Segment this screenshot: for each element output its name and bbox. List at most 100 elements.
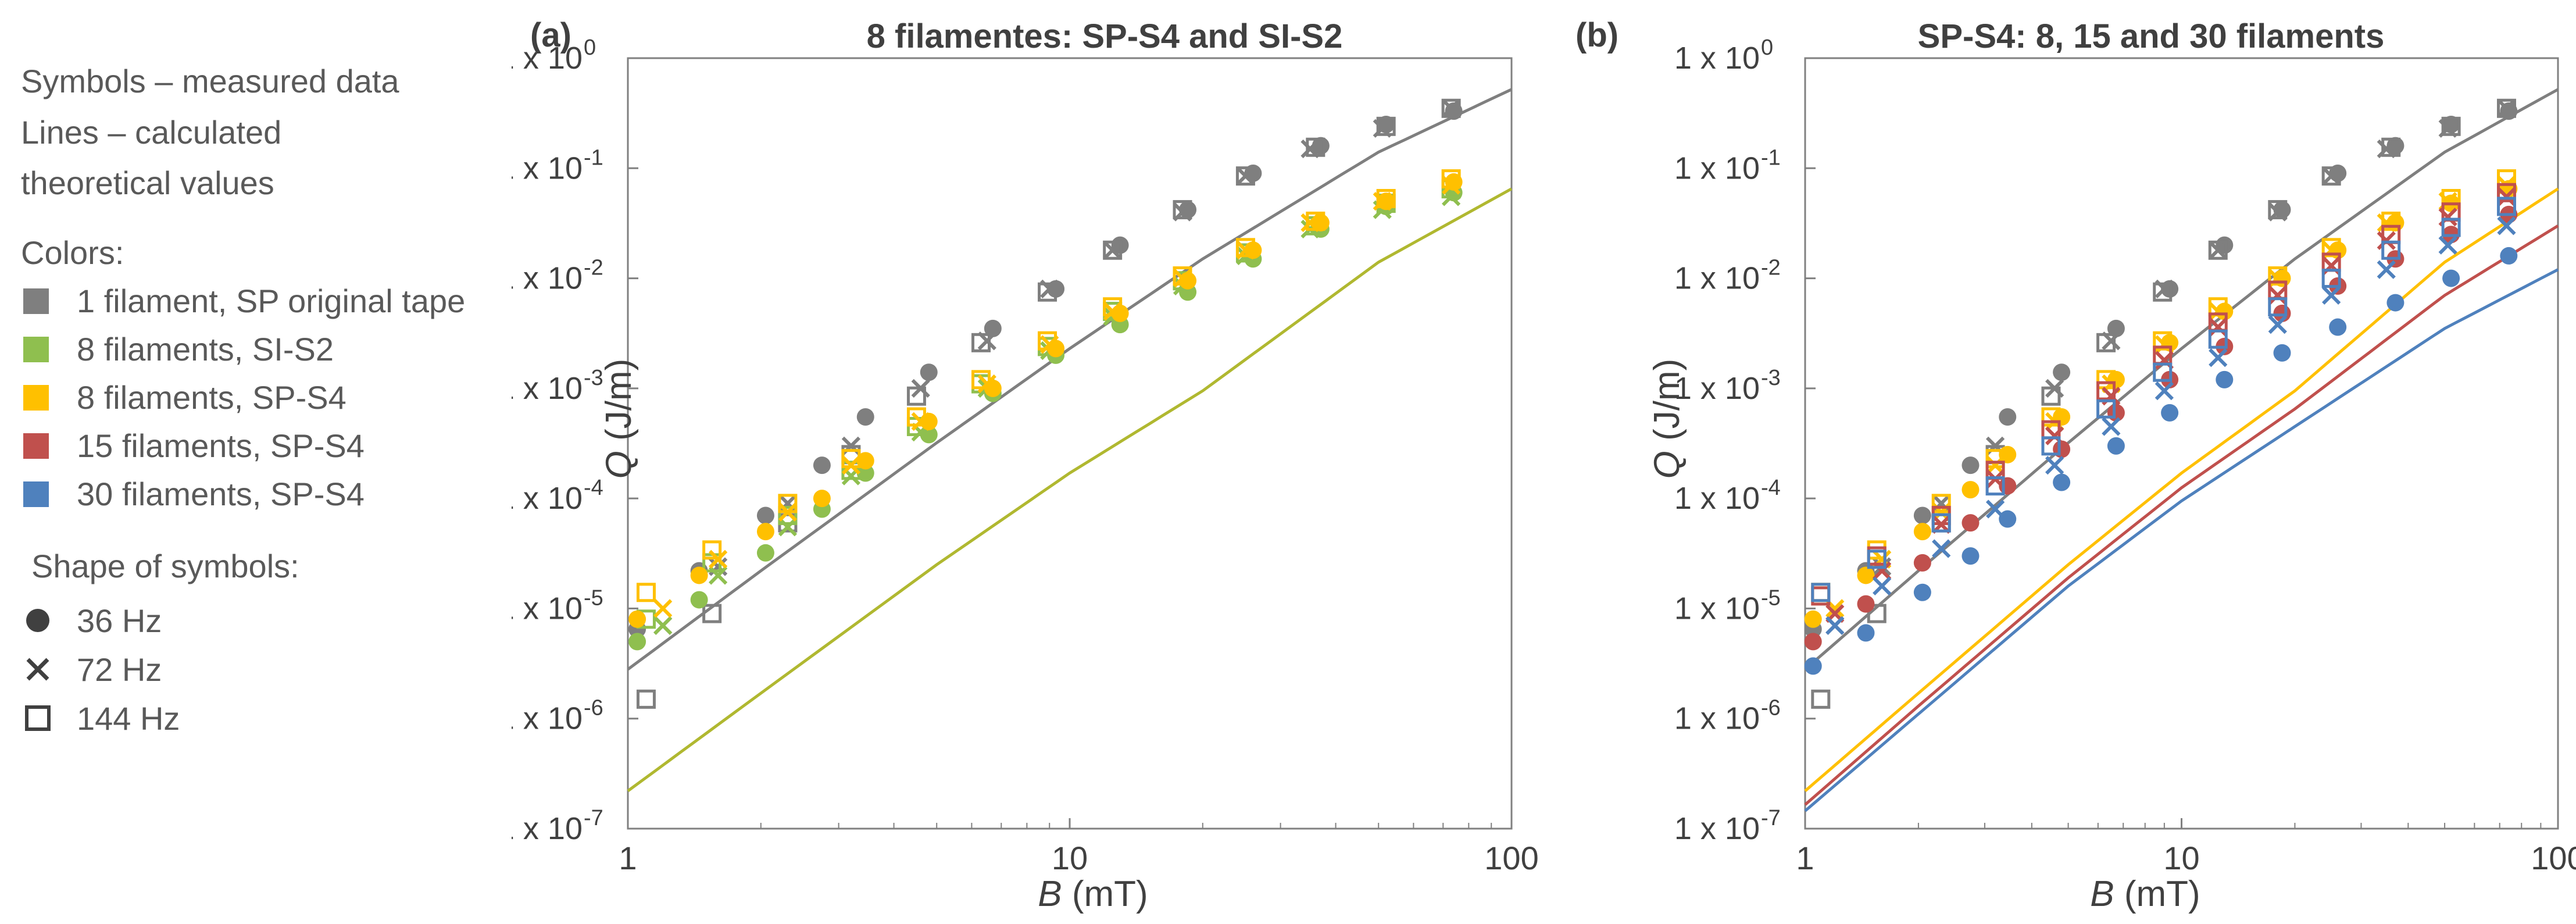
legend-label-30-filaments: 30 filaments, SP-S4 (77, 476, 365, 512)
data-point-cross (1236, 166, 1255, 185)
data-point-square (971, 333, 991, 352)
data-point-circle (920, 363, 938, 381)
circle-symbol-icon (26, 609, 49, 632)
data-point-cross (2377, 260, 2396, 279)
data-point-circle (1962, 456, 1980, 475)
data-point-circle (2107, 437, 2125, 455)
data-point-circle (2329, 318, 2347, 336)
y-tick-label: 1 x 10 (1674, 371, 1760, 406)
legend-heading-line-2: Lines – calculated (21, 114, 282, 151)
data-point-square (1306, 211, 1325, 231)
data-point-cross (2322, 286, 2341, 305)
data-point-square (1985, 449, 2005, 469)
legend-label-15-filaments: 15 filaments, SP-S4 (77, 427, 365, 464)
data-point-circle (2273, 344, 2291, 362)
data-point-square (2381, 240, 2401, 260)
data-point-circle (1999, 408, 2017, 426)
data-point-circle (813, 490, 831, 508)
legend-label-8-filaments-sp-s4: 8 filaments, SP-S4 (77, 379, 346, 416)
y-tick-exponent: -4 (584, 476, 603, 500)
legend-shape-72hz: 72 Hz (77, 651, 162, 688)
y-tick-exponent: 0 (584, 35, 596, 60)
data-point-square (2441, 202, 2461, 222)
data-point-cross (2268, 286, 2287, 305)
data-point-square (1173, 200, 1192, 220)
data-point-circle (2053, 473, 2071, 491)
y-tick-label: 1 x 10 (1674, 811, 1760, 846)
data-point-circle (628, 633, 646, 651)
calc-line (627, 88, 1513, 671)
y-tick-label: 1 x 10 (1674, 151, 1760, 185)
data-point-square (2268, 200, 2288, 220)
data-point-cross (2438, 236, 2457, 255)
data-point-square (1103, 240, 1123, 260)
data-point-square (2041, 386, 2061, 406)
data-point-square (2153, 362, 2173, 382)
legend-heading-line-1: Symbols – measured data (21, 63, 399, 99)
data-point-circle (756, 544, 774, 562)
x-tick-label: 100 (1484, 840, 1538, 876)
data-point-square (2321, 166, 2341, 186)
y-axis-unit-a: (J/m) (599, 359, 639, 451)
data-point-cross (841, 456, 861, 475)
data-point-cross (2497, 216, 2516, 236)
y-axis-var-b: Q (1647, 451, 1687, 479)
y-tick-label: 1 x 10 (512, 261, 583, 296)
y-tick-label: 1 x 10 (512, 151, 583, 185)
data-point-cross (1932, 539, 1951, 558)
data-point-circle (856, 452, 874, 470)
data-point-square (1985, 476, 2005, 496)
data-point-circle (1913, 506, 1931, 525)
data-point-square (2497, 169, 2517, 189)
data-point-square (2321, 238, 2341, 258)
y-tick-exponent: -5 (1761, 586, 1781, 610)
y-tick-label: 1 x 10 (512, 591, 583, 626)
data-point-circle (690, 566, 708, 584)
y-tick-exponent: -7 (1761, 806, 1781, 830)
data-point-square (2497, 98, 2517, 118)
data-point-circle (1913, 523, 1931, 541)
calc-line (627, 187, 1513, 793)
legend-colors-title: Colors: (21, 234, 124, 271)
y-tick-label: 1 x 10 (1674, 261, 1760, 296)
data-point-square (2096, 333, 2116, 352)
data-point-square (971, 370, 991, 390)
data-point-circle (1857, 595, 1875, 613)
data-point-circle (1804, 610, 1822, 628)
data-point-square (1811, 689, 1831, 709)
data-point-circle (1962, 514, 1980, 532)
legend-swatch-8-filaments-si-s2 (23, 337, 49, 362)
data-point-square (2268, 280, 2288, 300)
legend: Symbols – measured data Lines – calculat… (0, 0, 523, 924)
legend-label-8-filaments-si-s2: 8 filaments, SI-S2 (77, 331, 334, 368)
y-tick-exponent: -6 (584, 696, 603, 720)
data-point-square (2441, 188, 2461, 208)
data-point-square (636, 689, 656, 709)
data-point-circle (856, 464, 874, 482)
y-tick-exponent: 0 (1761, 35, 1773, 60)
chart-panel-a: (a) 8 filamentes: SP-S4 and SI-S2 1 x 10… (512, 16, 1539, 914)
data-point-square (1038, 282, 1057, 302)
legend-shape-144hz: 144 Hz (77, 700, 180, 737)
data-point-circle (1804, 633, 1822, 651)
data-point-circle (1857, 624, 1875, 642)
data-point-circle (2500, 247, 2518, 265)
data-point-circle (2053, 363, 2071, 381)
data-point-circle (1804, 657, 1822, 675)
data-point-square (1235, 238, 1255, 258)
x-axis-label-b: B (mT) (2090, 874, 2200, 914)
legend-swatch-1-filament (23, 288, 49, 314)
data-point-cross (2209, 348, 2228, 368)
y-tick-label: 1 x 10 (512, 811, 583, 846)
y-tick-label: 1 x 10 (1674, 481, 1760, 516)
chart-panel-b: (b) SP-S4: 8, 15 and 30 filaments 1 x 10… (1575, 16, 2576, 914)
data-point-square (2497, 197, 2517, 216)
legend-heading-line-3: theoretical values (21, 165, 274, 201)
data-point-square (1931, 513, 1951, 533)
data-point-square (2153, 331, 2173, 351)
data-point-square (1376, 116, 1396, 136)
y-axis-var-a: Q (599, 451, 639, 479)
data-point-circle (2216, 370, 2234, 388)
y-tick-label: 1 x 10 (1674, 591, 1760, 626)
x-axis-var-a: B (1038, 874, 1062, 914)
